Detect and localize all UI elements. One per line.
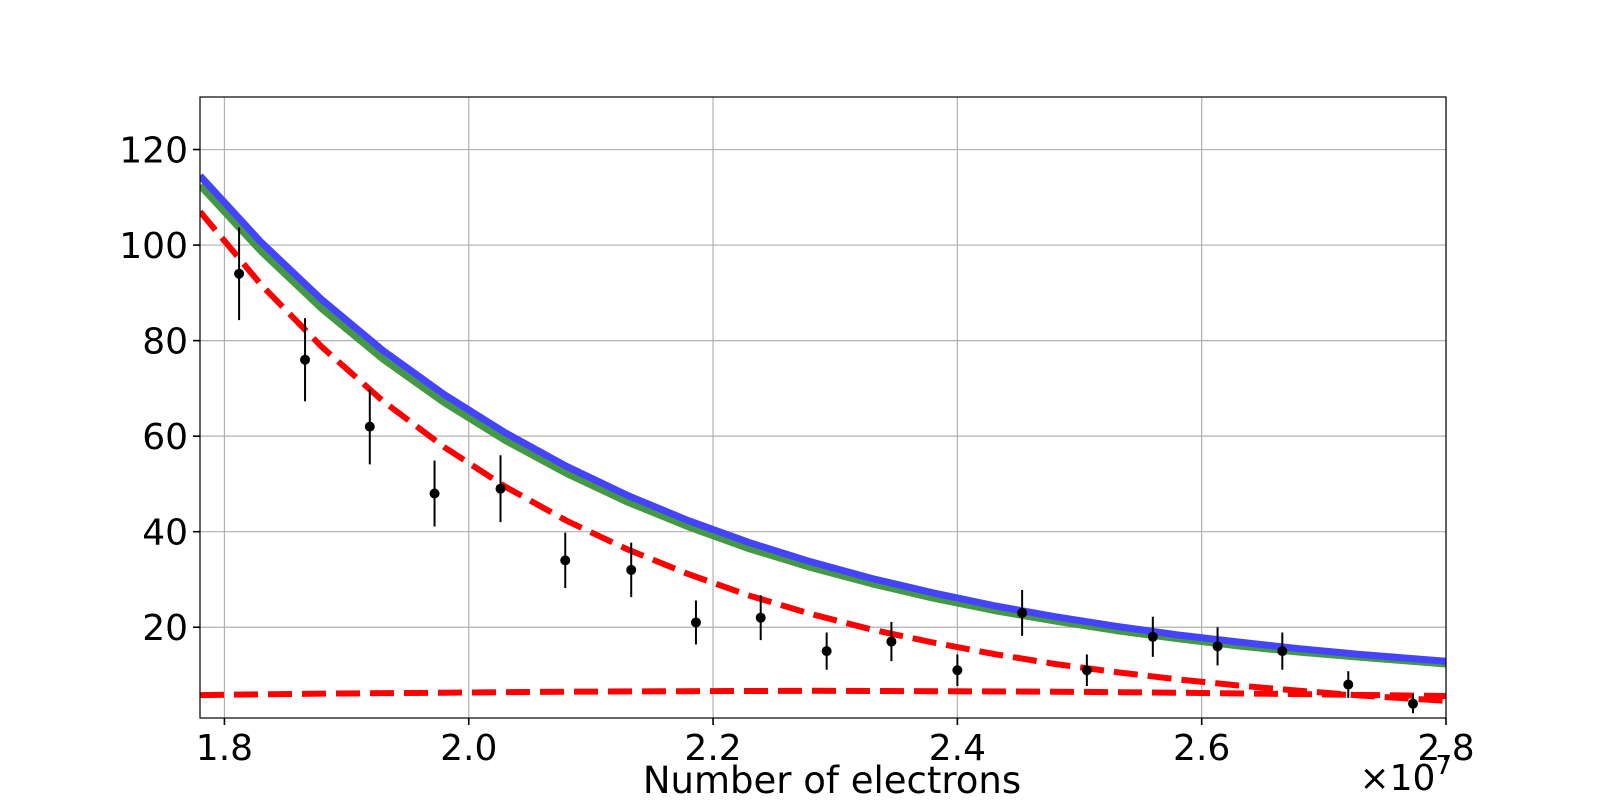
data-point <box>234 268 245 279</box>
x-tick-label: 2.6 <box>1173 728 1230 769</box>
series-layer <box>200 173 1446 704</box>
y-tick-label: 20 <box>142 608 188 649</box>
data-point <box>755 612 766 623</box>
data-point <box>1147 631 1158 642</box>
x-tick-label: 2.2 <box>684 728 741 769</box>
x-tick-label: 2.0 <box>440 728 497 769</box>
data-point <box>429 488 440 499</box>
data-point <box>300 354 311 365</box>
series-line-4 <box>200 687 1446 699</box>
data-point <box>1212 641 1223 652</box>
data-point <box>1408 698 1419 709</box>
data-point <box>952 665 963 676</box>
x-tick-label: 1.8 <box>196 728 253 769</box>
x-axis-label: Number of electrons <box>643 759 1021 802</box>
data-point <box>560 555 571 566</box>
x-offset-base: ×10 <box>1359 758 1435 799</box>
data-point <box>1277 646 1288 657</box>
data-point <box>1081 665 1092 676</box>
x-offset-label: ×107 <box>1359 751 1452 799</box>
data-point <box>690 617 701 628</box>
data-point <box>364 421 375 432</box>
y-tick-label: 40 <box>142 513 188 554</box>
grid <box>200 97 1447 718</box>
x-tick-label: 2.4 <box>929 728 986 769</box>
series-line-2 <box>200 183 1446 668</box>
y-axis: 20 40 60 80 100 120 <box>119 131 200 649</box>
data-points <box>234 227 1419 714</box>
plot-frame <box>199 96 1447 719</box>
series-line-1 <box>200 173 1446 665</box>
y-tick-label: 120 <box>119 131 188 172</box>
data-point <box>626 564 637 575</box>
data-point <box>1017 607 1028 618</box>
data-point <box>886 636 897 647</box>
data-point <box>495 483 506 494</box>
x-tick-label: 2.8 <box>1417 728 1474 769</box>
data-point <box>1343 679 1354 690</box>
y-tick-label: 80 <box>142 322 188 363</box>
data-point <box>821 646 832 657</box>
y-tick-label: 60 <box>142 417 188 458</box>
x-axis: 1.8 2.0 2.2 2.4 2.6 2.8 <box>196 718 1475 769</box>
x-offset-exponent: 7 <box>1435 751 1452 781</box>
series-line-3 <box>200 209 1446 704</box>
y-tick-label: 100 <box>119 226 188 267</box>
